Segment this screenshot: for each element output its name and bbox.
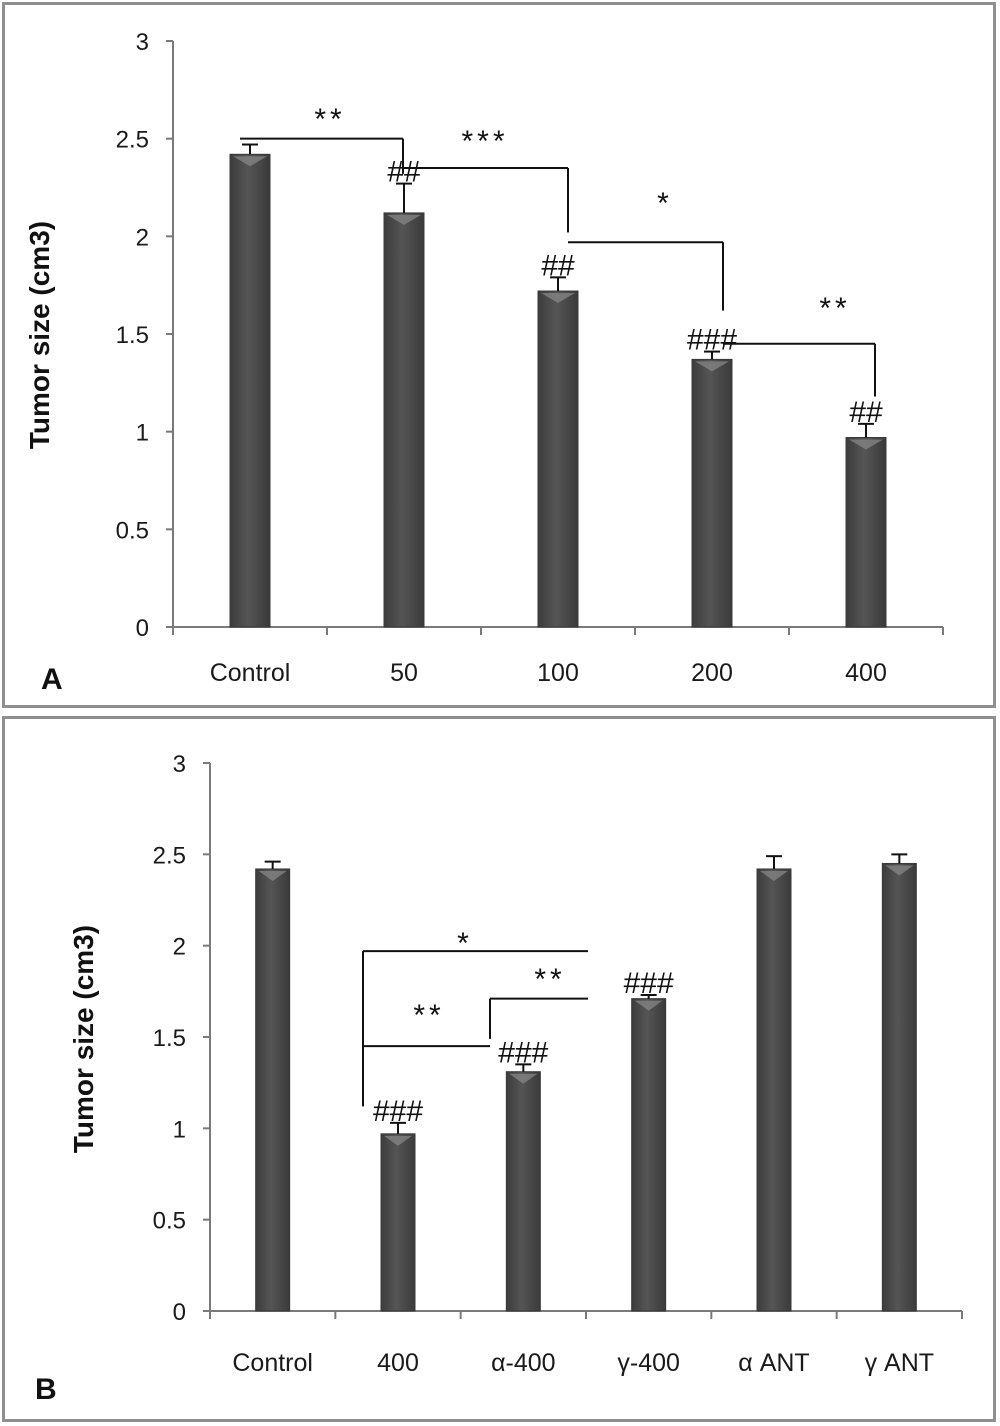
bar-cap-2 — [541, 293, 575, 304]
bar-1 — [383, 212, 425, 628]
x-tick-label: Control — [210, 659, 291, 687]
y-axis-title: Tumor size (cm3) — [68, 925, 99, 1153]
x-tick-label: 100 — [537, 659, 579, 687]
x-tick-label: α-400 — [491, 1349, 556, 1377]
hash-mark-2: ### — [498, 1036, 548, 1069]
y-tick-label: 0 — [173, 1299, 186, 1326]
y-tick-label: 1 — [136, 420, 149, 447]
bar-cap-3 — [634, 1000, 663, 1011]
chart-panel-a: 0 0.5 1 1.5 2 2.5 3 Tumor size (cm3) A Control 50 #… — [2, 2, 996, 708]
hash-mark-1: ## — [387, 156, 421, 189]
bar-0 — [255, 868, 291, 1312]
hash-mark-1: ### — [373, 1095, 423, 1128]
bar-2 — [505, 1071, 541, 1312]
x-tick-label: 400 — [845, 659, 887, 687]
bar-cap-0 — [258, 870, 287, 881]
bar-0 — [229, 153, 271, 628]
y-tick-label: 0 — [136, 615, 149, 642]
hash-mark-4: ## — [849, 396, 883, 429]
y-tick-label: 2 — [173, 934, 186, 961]
x-tick-label: 50 — [390, 659, 418, 687]
bar-cap-1 — [387, 214, 421, 225]
y-tick-label: 3 — [136, 29, 149, 56]
y-tick-label: 2.5 — [153, 842, 186, 869]
y-tick-label: 1.5 — [153, 1025, 186, 1052]
panel-letter: B — [35, 1373, 57, 1406]
bar-cap-5 — [885, 865, 914, 876]
panel-letter: A — [41, 663, 63, 696]
bar-chart-b: 0 0.5 1 1.5 2 2.5 3 Tumor size (cm3) B Control 400… — [35, 751, 963, 1406]
sig-label-2: * — [657, 187, 673, 220]
x-tick-label: γ ANT — [865, 1349, 934, 1377]
x-tick-label: 400 — [377, 1349, 419, 1377]
y-tick-label: 3 — [173, 751, 186, 778]
sig-label-0: ** — [314, 103, 345, 136]
y-tick-label: 0.5 — [116, 517, 149, 544]
bar-2 — [537, 290, 579, 628]
bar-3 — [631, 998, 667, 1312]
bar-5 — [881, 862, 917, 1312]
y-tick-label: 0.5 — [153, 1208, 186, 1235]
y-tick-label: 2 — [136, 224, 149, 251]
x-tick-label: Control — [232, 1349, 313, 1377]
bar-chart-a: 0 0.5 1 1.5 2 2.5 3 Tumor size (cm3) A Control 50 #… — [24, 29, 944, 696]
bar-cap-3 — [695, 361, 729, 372]
sig-label-1: *** — [461, 125, 508, 158]
bar-cap-0 — [233, 156, 267, 167]
bar-cap-4 — [849, 439, 883, 450]
sig-label-2: ** — [413, 999, 444, 1032]
bar-1 — [380, 1133, 416, 1312]
bar-cap-1 — [384, 1135, 412, 1146]
chart-panel-b: 0 0.5 1 1.5 2 2.5 3 Tumor size (cm3) B Control 400… — [2, 716, 996, 1422]
x-tick-label: γ-400 — [617, 1349, 680, 1377]
hash-mark-2: ## — [541, 249, 575, 282]
bar-4 — [845, 437, 887, 628]
sig-label-0: * — [457, 927, 473, 960]
y-tick-label: 1.5 — [116, 322, 149, 349]
y-tick-label: 1 — [173, 1116, 186, 1143]
bar-4 — [756, 868, 792, 1312]
bar-3 — [691, 358, 733, 628]
hash-mark-3: ### — [624, 967, 674, 1000]
sig-label-3: ** — [819, 292, 850, 325]
hash-mark-3: ### — [687, 324, 737, 357]
sig-label-1: ** — [534, 963, 565, 996]
bar-cap-2 — [509, 1073, 538, 1084]
x-tick-label: 200 — [691, 659, 733, 687]
y-axis-title: Tumor size (cm3) — [24, 221, 55, 449]
x-tick-label: α ANT — [738, 1349, 809, 1377]
bar-cap-4 — [760, 870, 788, 881]
y-tick-label: 2.5 — [116, 127, 149, 154]
